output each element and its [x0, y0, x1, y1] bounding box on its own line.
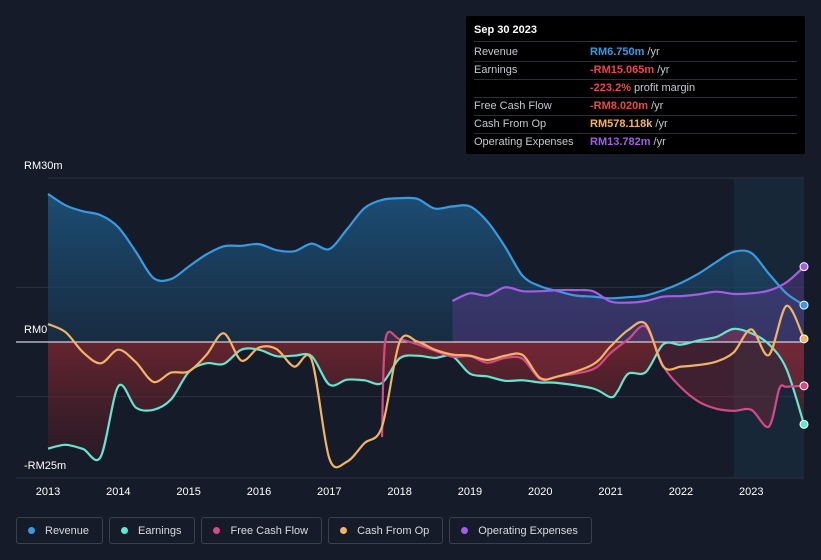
legend-label: Cash From Op	[357, 524, 430, 537]
tooltip-row-free-cash-flow: Free Cash Flow -RM8.020m /yr	[474, 98, 797, 116]
legend-label: Free Cash Flow	[230, 524, 309, 537]
earnings-line	[47, 327, 806, 462]
x-tick-label-2023: 2023	[739, 486, 763, 498]
operating-expenses-line	[451, 265, 805, 304]
legend-dot-icon	[461, 527, 469, 534]
revenue-line	[47, 192, 805, 307]
y-axis-bottom-label: -RM25m	[24, 460, 67, 472]
x-tick-label-2018: 2018	[387, 486, 411, 498]
opex-area	[452, 266, 804, 342]
x-tick-label-2015: 2015	[176, 486, 200, 498]
tooltip-value: -RM8.020m	[590, 100, 649, 112]
tooltip-unit: /yr	[657, 64, 670, 76]
y-axis-top-label: RM30m	[24, 160, 63, 172]
tooltip-value: -223.2%	[590, 82, 631, 94]
x-tick-label-2021: 2021	[598, 486, 622, 498]
legend-item-earnings[interactable]: Earnings	[109, 517, 196, 544]
tooltip-unit: /yr	[655, 118, 668, 130]
legend-dot-icon	[121, 527, 129, 534]
tooltip-unit: /yr	[651, 100, 664, 112]
tooltip-label: Operating Expenses	[474, 136, 574, 148]
tooltip-row-cash-from-op: Cash From Op RM578.118k /yr	[474, 116, 797, 134]
earnings-area	[48, 328, 804, 461]
x-tick-label-2019: 2019	[458, 486, 482, 498]
tooltip-unit: /yr	[653, 136, 666, 148]
legend-item-cash-from-op[interactable]: Cash From Op	[328, 517, 444, 544]
cash-from-op-end-dot	[799, 334, 809, 344]
operating-expenses-end-dot	[799, 262, 809, 272]
tooltip-value: -RM15.065m	[590, 64, 655, 76]
legend-label: Operating Expenses	[478, 524, 578, 537]
tooltip-label: Revenue	[474, 46, 519, 58]
fcf-area	[382, 325, 804, 438]
legend-item-free-cash-flow[interactable]: Free Cash Flow	[201, 517, 323, 544]
tooltip-date: Sep 30 2023	[474, 24, 797, 42]
x-tick-label-2016: 2016	[247, 486, 271, 498]
tooltip-row-earnings: Earnings -RM15.065m /yr	[474, 62, 797, 80]
tooltip-unit: /yr	[647, 46, 660, 58]
tooltip-row-revenue: Revenue RM6.750m /yr	[474, 44, 797, 62]
tooltip-label: Cash From Op	[474, 118, 547, 130]
tooltip-label	[474, 80, 590, 97]
tooltip-unit: profit margin	[633, 82, 696, 94]
y-axis-zero-label: RM0	[24, 324, 48, 336]
legend-item-revenue[interactable]: Revenue	[16, 517, 104, 544]
x-tick-label-2014: 2014	[106, 486, 130, 498]
tooltip-value: RM13.782m	[590, 136, 651, 148]
legend-dot-icon	[213, 527, 221, 534]
tooltip-value: RM6.750m	[590, 46, 645, 58]
x-tick-label-2022: 2022	[669, 486, 693, 498]
chart-legend: Revenue Earnings Free Cash Flow Cash Fro…	[16, 517, 592, 546]
legend-dot-icon	[340, 527, 348, 534]
legend-item-operating-expenses[interactable]: Operating Expenses	[449, 517, 592, 544]
free-cash-flow-end-dot	[799, 381, 809, 391]
legend-dot-icon	[28, 527, 35, 534]
tooltip-label: Free Cash Flow	[474, 100, 552, 112]
earnings-end-dot	[799, 419, 809, 429]
x-tick-label-2020: 2020	[528, 486, 552, 498]
tooltip-row-operating-expenses: Operating Expenses RM13.782m /yr	[474, 134, 797, 151]
cash-from-op-line	[47, 304, 805, 469]
tooltip-row-profit-margin: -223.2% profit margin	[474, 80, 797, 98]
legend-label: Revenue	[45, 524, 90, 537]
revenue-end-dot	[799, 300, 809, 310]
tooltip-label: Earnings	[474, 64, 518, 76]
x-tick-label-2013: 2013	[36, 486, 60, 498]
tooltip-value: RM578.118k	[590, 118, 653, 130]
revenue-area	[48, 193, 804, 342]
legend-label: Earnings	[138, 524, 182, 537]
data-tooltip: Sep 30 2023 Revenue RM6.750m /yr Earning…	[466, 16, 805, 154]
x-tick-label-2017: 2017	[317, 486, 341, 498]
